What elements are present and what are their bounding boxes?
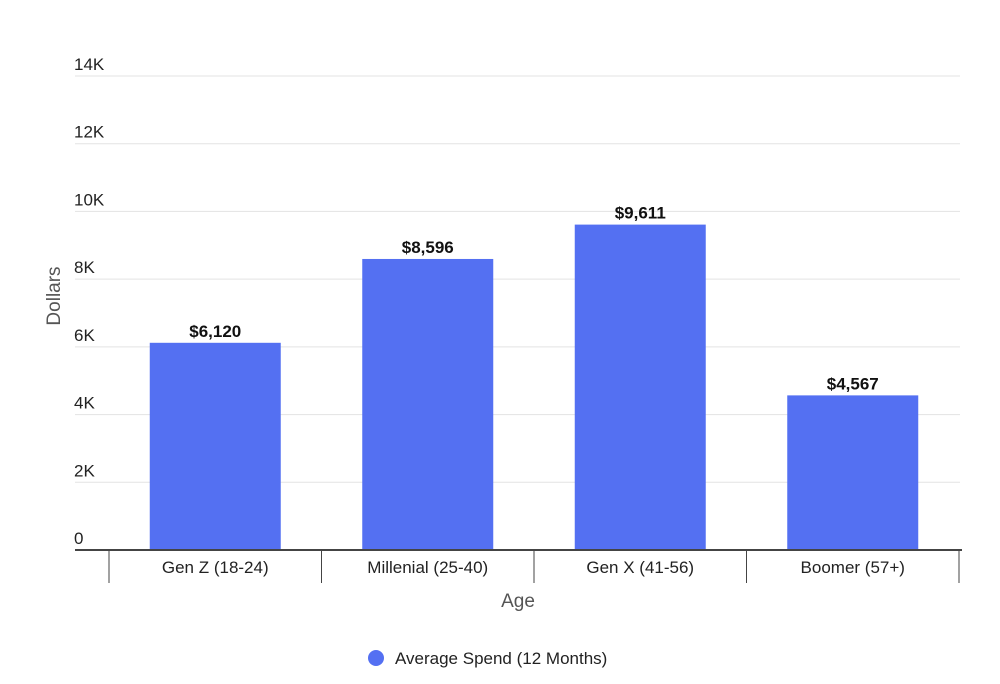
data-label: $8,596: [402, 238, 454, 257]
bar: [149, 342, 281, 550]
y-tick-label: 8K: [74, 258, 95, 277]
legend-label: Average Spend (12 Months): [395, 649, 607, 668]
legend-swatch-icon: [368, 650, 384, 666]
y-tick-label: 6K: [74, 326, 95, 345]
y-tick-label: 10K: [74, 190, 105, 209]
legend[interactable]: Average Spend (12 Months): [368, 649, 607, 668]
bars: [149, 224, 919, 550]
y-tick-label: 2K: [74, 461, 95, 480]
bar: [362, 258, 494, 550]
x-tick-label: Boomer (57+): [801, 558, 905, 577]
x-axis: Gen Z (18-24) Millenial (25-40) Gen X (41-…: [75, 549, 962, 583]
y-tick-label: 12K: [74, 123, 105, 142]
y-axis-title: Dollars: [44, 266, 65, 325]
x-tick-label: Millenial (25-40): [367, 558, 488, 577]
data-labels: $6,120 $8,596 $9,611 $4,567: [189, 204, 879, 394]
x-axis-title: Age: [501, 591, 535, 612]
y-tick-label: 4K: [74, 394, 95, 413]
data-label: $9,611: [615, 204, 666, 223]
bar: [787, 395, 919, 550]
data-label: $4,567: [827, 374, 879, 393]
y-axis-ticks: 0 2K 4K 6K 8K 10K 12K 14K: [74, 55, 105, 548]
x-tick-label: Gen X (41-56): [586, 558, 694, 577]
y-tick-label: 0: [74, 529, 83, 548]
x-tick-label: Gen Z (18-24): [162, 558, 269, 577]
bar: [574, 224, 706, 550]
y-tick-label: 14K: [74, 55, 105, 74]
data-label: $6,120: [189, 322, 241, 341]
